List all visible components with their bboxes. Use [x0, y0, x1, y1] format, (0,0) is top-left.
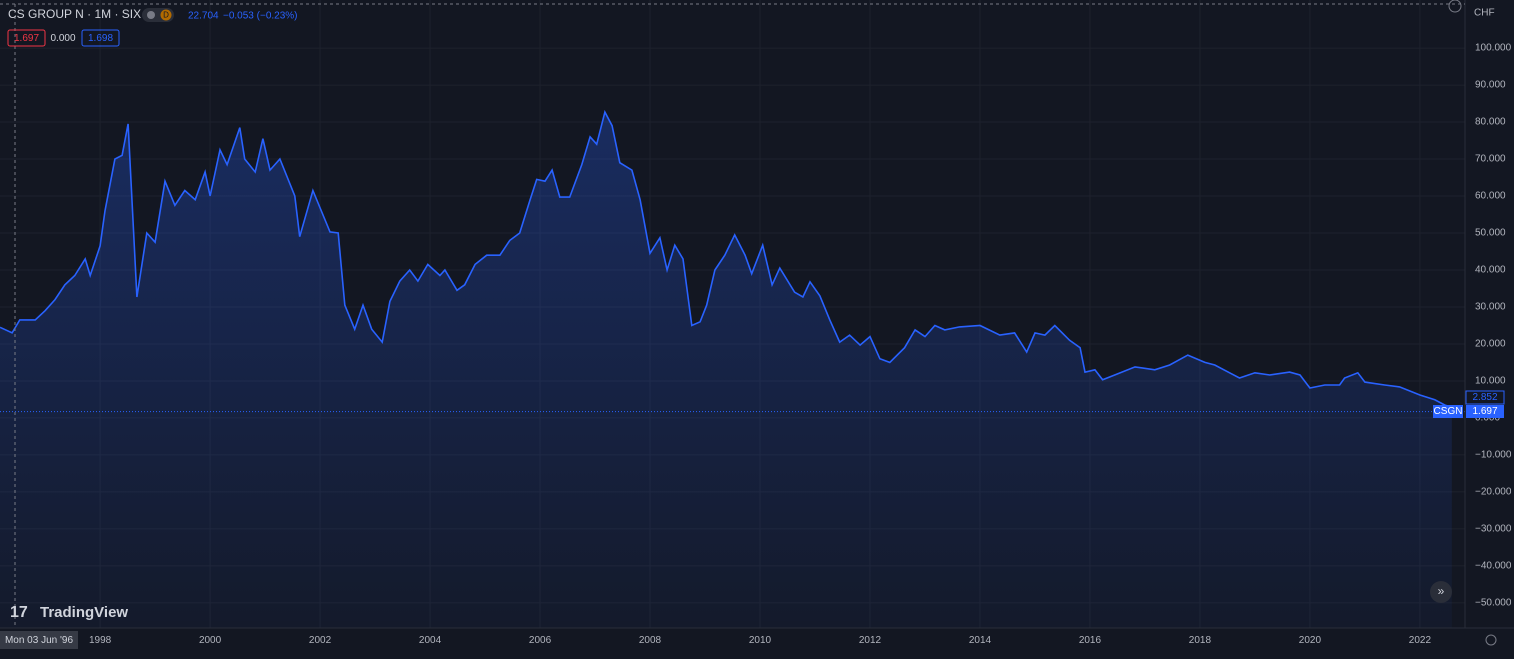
y-tick-label: 10.000: [1475, 376, 1506, 387]
ticker-box: [1433, 405, 1463, 418]
y-tick-label: 20.000: [1475, 339, 1506, 350]
x-tick-label: 2006: [529, 635, 552, 646]
sell: 1.697: [14, 33, 39, 44]
x-tick-label: 2012: [859, 635, 882, 646]
y-tick-label: −50.000: [1475, 597, 1512, 608]
crosshair-date-box: [0, 631, 78, 649]
x-tick-label: 2002: [309, 635, 332, 646]
prev-label-box: [1465, 390, 1505, 405]
x-tick-label: 2022: [1409, 635, 1432, 646]
brand[interactable]: TradingView: [40, 604, 128, 621]
sell-box[interactable]: [7, 29, 46, 47]
price-label: 1.697: [1472, 406, 1497, 417]
settings-button[interactable]: [1485, 634, 1497, 646]
price-line: [0, 109, 1453, 409]
y-tick-label: 0.000: [1475, 413, 1500, 424]
y-tick-label: 90.000: [1475, 80, 1506, 91]
buy-box[interactable]: [81, 29, 120, 47]
ticker: CSGN: [1434, 406, 1463, 417]
x-tick-label: 1998: [89, 635, 112, 646]
y-tick-label: 60.000: [1475, 191, 1506, 202]
x-tick-label: 2020: [1299, 635, 1322, 646]
add-button[interactable]: [1448, 0, 1462, 13]
scroll-button[interactable]: [1430, 581, 1452, 603]
y-tick-label: 30.000: [1475, 302, 1506, 313]
symbol[interactable]: CS GROUP N · 1M · SIX: [8, 7, 141, 21]
prev-label: 2.852: [1472, 392, 1497, 403]
x-tick-label: 2000: [199, 635, 222, 646]
y-tick-label: −20.000: [1475, 487, 1512, 498]
y-tick-label: −30.000: [1475, 524, 1512, 535]
change: −0.053 (−0.23%): [223, 11, 298, 22]
y-tick-label: 100.000: [1475, 43, 1512, 54]
y-tick-label: 80.000: [1475, 117, 1506, 128]
x-tick-label: 2010: [749, 635, 772, 646]
x-tick-label: 2018: [1189, 635, 1212, 646]
currency[interactable]: CHF: [1474, 8, 1495, 19]
buy: 1.698: [88, 33, 113, 44]
y-tick-label: −10.000: [1475, 450, 1512, 461]
y-tick-label: −40.000: [1475, 561, 1512, 572]
badge-icon: [160, 9, 172, 21]
crosshair-date: Mon 03 Jun '96: [5, 635, 74, 646]
last: 22.704: [188, 11, 219, 22]
badge-dot: [147, 11, 155, 19]
x-tick-label: 2004: [419, 635, 442, 646]
x-tick-label: 2008: [639, 635, 662, 646]
badge: D: [163, 11, 169, 20]
price-label-box: [1466, 405, 1504, 418]
logo-mark: 17: [10, 604, 28, 621]
x-tick-label: 2016: [1079, 635, 1102, 646]
x-tick-label: 2014: [969, 635, 992, 646]
scroll-icon: »: [1438, 584, 1445, 598]
y-tick-label: 50.000: [1475, 228, 1506, 239]
spread: 0.000: [50, 33, 75, 44]
y-tick-label: 70.000: [1475, 154, 1506, 165]
y-tick-label: 40.000: [1475, 265, 1506, 276]
area-fill: [0, 112, 1452, 629]
